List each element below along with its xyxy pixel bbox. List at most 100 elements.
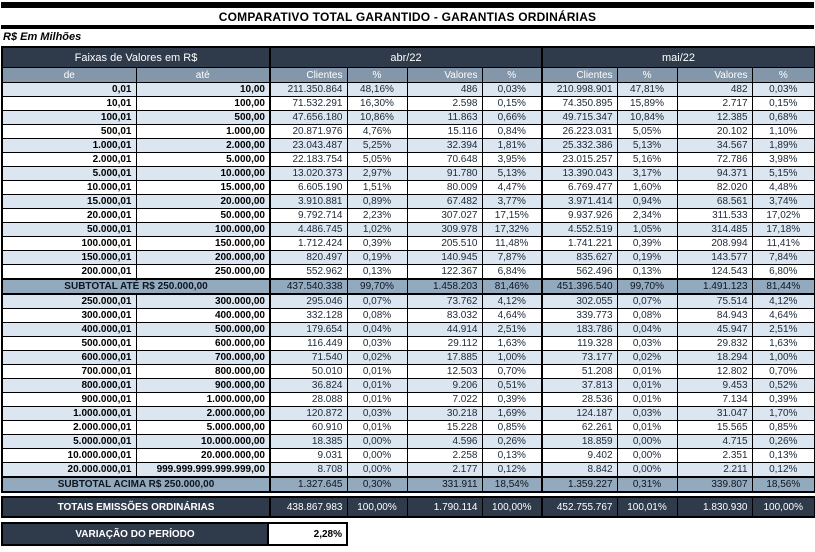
col-header-clientes-mai: Clientes bbox=[541, 67, 618, 83]
subtotal-under-250k-cell: 81,44% bbox=[751, 278, 815, 295]
cell-pct-valores-abr: 1,00% bbox=[481, 350, 543, 365]
cell-clientes-mai: 3.971.414 bbox=[541, 194, 618, 209]
cell-clientes-mai: 9.937.926 bbox=[541, 208, 618, 223]
top-divider bbox=[1, 2, 814, 8]
cell-valores-abr: 9.206 bbox=[406, 378, 483, 393]
cell-pct-valores-abr: 4,12% bbox=[481, 293, 543, 309]
cell-clientes-mai: 562.496 bbox=[541, 264, 618, 280]
cell-clientes-abr: 13.020.373 bbox=[269, 166, 348, 181]
totals-cell: 452.755.767 bbox=[541, 496, 618, 518]
cell-ate: 1.000,00 bbox=[135, 124, 271, 139]
cell-valores-abr: 11.863 bbox=[406, 110, 483, 125]
cell-pct-valores-abr: 0,03% bbox=[481, 82, 543, 97]
cell-valores-mai: 12.385 bbox=[676, 110, 753, 125]
cell-valores-abr: 2.177 bbox=[406, 462, 483, 478]
cell-pct-clientes-abr: 0,13% bbox=[346, 264, 408, 280]
cell-ate: 250.000,00 bbox=[135, 264, 271, 280]
cell-pct-clientes-mai: 0,19% bbox=[616, 250, 678, 265]
cell-pct-clientes-abr: 0,89% bbox=[346, 194, 408, 209]
cell-pct-valores-abr: 6,84% bbox=[481, 264, 543, 280]
cell-pct-valores-mai: 0,26% bbox=[751, 434, 815, 449]
table-row: 150.000,01 200.000,00 820.497 0,19% 140.945 7… bbox=[1, 250, 815, 265]
cell-de: 10.000,01 bbox=[1, 180, 137, 195]
table-row: 1.000.000,01 2.000.000,00 120.872 0,03% 30.2… bbox=[1, 406, 815, 421]
cell-ate: 20.000,00 bbox=[135, 194, 271, 209]
cell-ate: 500.000,00 bbox=[135, 322, 271, 337]
cell-clientes-mai: 51.208 bbox=[541, 364, 618, 379]
cell-pct-clientes-mai: 2,34% bbox=[616, 208, 678, 223]
table-row: 100,01 500,00 47.656.180 10,86% 11.863 0,66% 4… bbox=[1, 110, 815, 125]
cell-de: 20.000.000,01 bbox=[1, 462, 137, 478]
cell-pct-valores-abr: 0,70% bbox=[481, 364, 543, 379]
cell-de: 700.000,01 bbox=[1, 364, 137, 379]
col-header-pct-valores-abr: % bbox=[481, 67, 543, 83]
cell-pct-valores-mai: 6,80% bbox=[751, 264, 815, 280]
cell-de: 1.000,01 bbox=[1, 138, 137, 153]
table-row: 300.000,01 400.000,00 332.128 0,08% 83.032 4,… bbox=[1, 308, 815, 323]
cell-ate: 300.000,00 bbox=[135, 293, 271, 309]
table-row: 250.000,01 300.000,00 295.046 0,07% 73.762 4,… bbox=[1, 293, 815, 309]
cell-de: 200.000,01 bbox=[1, 264, 137, 280]
cell-ate: 500,00 bbox=[135, 110, 271, 125]
cell-de: 150.000,01 bbox=[1, 250, 137, 265]
cell-ate: 2.000,00 bbox=[135, 138, 271, 153]
cell-valores-mai: 20.102 bbox=[676, 124, 753, 139]
cell-pct-valores-mai: 0,15% bbox=[751, 96, 815, 111]
table-row: 0,01 10,00 211.350.864 48,16% 486 0,03% 210.99… bbox=[1, 82, 815, 97]
cell-pct-clientes-abr: 0,04% bbox=[346, 322, 408, 337]
comparison-table: Faixas de Valores em R$ abr/22 mai/22 de… bbox=[1, 46, 815, 493]
cell-pct-valores-mai: 5,15% bbox=[751, 166, 815, 181]
cell-pct-valores-abr: 7,87% bbox=[481, 250, 543, 265]
cell-valores-abr: 205.510 bbox=[406, 236, 483, 251]
cell-pct-clientes-mai: 0,00% bbox=[616, 434, 678, 449]
cell-pct-clientes-mai: 5,05% bbox=[616, 124, 678, 139]
variation-table: VARIAÇÃO DO PERÍODO 2,28% bbox=[1, 522, 348, 546]
subtotal-under-250k-cell: 1.491.123 bbox=[676, 278, 753, 295]
cell-pct-valores-mai: 0,12% bbox=[751, 462, 815, 478]
cell-valores-mai: 311.533 bbox=[676, 208, 753, 223]
table-row: 500,01 1.000,00 20.871.976 4,76% 15.116 0,84%… bbox=[1, 124, 815, 139]
table-row: 15.000,01 20.000,00 3.910.881 0,89% 67.482 3,… bbox=[1, 194, 815, 209]
cell-pct-valores-abr: 1,69% bbox=[481, 406, 543, 421]
variation-row: VARIAÇÃO DO PERÍODO 2,28% bbox=[1, 522, 348, 546]
group-header-abr22: abr/22 bbox=[268, 46, 543, 68]
cell-de: 2.000,01 bbox=[1, 152, 137, 167]
cell-clientes-abr: 36.824 bbox=[269, 378, 348, 393]
cell-valores-mai: 68.561 bbox=[676, 194, 753, 209]
cell-pct-clientes-abr: 1,51% bbox=[346, 180, 408, 195]
cell-clientes-mai: 119.328 bbox=[541, 336, 618, 351]
subtotal-over-250k-cell: 0,31% bbox=[616, 476, 678, 493]
cell-pct-clientes-abr: 0,03% bbox=[346, 336, 408, 351]
cell-de: 500,01 bbox=[1, 124, 137, 139]
cell-pct-valores-abr: 0,13% bbox=[481, 448, 543, 463]
cell-pct-valores-abr: 5,13% bbox=[481, 166, 543, 181]
cell-pct-clientes-abr: 2,97% bbox=[346, 166, 408, 181]
cell-clientes-mai: 25.332.386 bbox=[541, 138, 618, 153]
cell-clientes-abr: 211.350.864 bbox=[269, 82, 348, 97]
cell-pct-valores-mai: 0,52% bbox=[751, 378, 815, 393]
cell-pct-valores-mai: 0,85% bbox=[751, 420, 815, 435]
subtotal-under-250k-cell: 99,70% bbox=[346, 278, 408, 295]
table-row: 10.000,01 15.000,00 6.605.190 1,51% 80.009 4,… bbox=[1, 180, 815, 195]
cell-de: 100,01 bbox=[1, 110, 137, 125]
cell-de: 300.000,01 bbox=[1, 308, 137, 323]
cell-valores-mai: 15.565 bbox=[676, 420, 753, 435]
subtotal-over-250k-cell: 339.807 bbox=[676, 476, 753, 493]
cell-pct-clientes-mai: 0,00% bbox=[616, 462, 678, 478]
cell-de: 50.000,01 bbox=[1, 222, 137, 237]
cell-pct-clientes-mai: 3,17% bbox=[616, 166, 678, 181]
cell-valores-abr: 4.596 bbox=[406, 434, 483, 449]
cell-valores-mai: 75.514 bbox=[676, 293, 753, 309]
cell-clientes-abr: 295.046 bbox=[269, 293, 348, 309]
cell-valores-abr: 122.367 bbox=[406, 264, 483, 280]
cell-pct-clientes-mai: 0,01% bbox=[616, 420, 678, 435]
subtotal-under-250k-cell: 451.396.540 bbox=[541, 278, 618, 295]
totals-cell: 100,00% bbox=[481, 496, 543, 518]
cell-valores-mai: 34.567 bbox=[676, 138, 753, 153]
cell-pct-valores-mai: 17,18% bbox=[751, 222, 815, 237]
cell-valores-abr: 32.394 bbox=[406, 138, 483, 153]
cell-clientes-abr: 116.449 bbox=[269, 336, 348, 351]
cell-de: 15.000,01 bbox=[1, 194, 137, 209]
table-row: 100.000,01 150.000,00 1.712.424 0,39% 205.51… bbox=[1, 236, 815, 251]
table-row: 900.000,01 1.000.000,00 28.088 0,01% 7.022 0,… bbox=[1, 392, 815, 407]
